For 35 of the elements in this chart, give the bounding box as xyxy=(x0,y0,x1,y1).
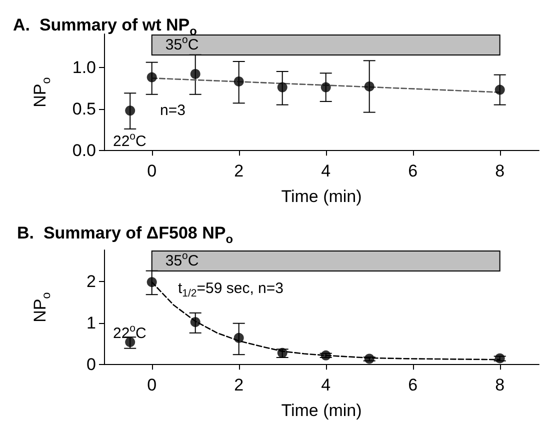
point xyxy=(364,354,374,364)
point xyxy=(125,106,136,116)
x-tick-label: 8 xyxy=(495,376,505,395)
x-tick-label: 2 xyxy=(234,376,244,395)
point xyxy=(320,350,331,360)
point xyxy=(320,82,331,92)
y-tick-label: 0 xyxy=(86,355,96,374)
y-tick-label: 0.0 xyxy=(72,141,96,160)
point xyxy=(146,72,157,82)
x-axis-title: Time (min) xyxy=(281,401,362,420)
x-axis-title: Time (min) xyxy=(281,187,362,206)
x-tick-label: 0 xyxy=(147,376,157,395)
y-axis-title: NPo xyxy=(30,76,53,108)
x-tick-label: 2 xyxy=(234,162,244,181)
x-tick-label: 0 xyxy=(147,162,157,181)
x-tick-label: 6 xyxy=(408,376,418,395)
y-tick-label: 2 xyxy=(86,272,96,291)
point xyxy=(234,332,244,343)
y-tick-label: 0.5 xyxy=(72,99,96,118)
y-tick-label: 1 xyxy=(86,313,96,332)
x-tick-label: 4 xyxy=(321,376,331,395)
point xyxy=(277,82,288,92)
x-tick-label: 8 xyxy=(495,162,505,181)
x-tick-label: 4 xyxy=(321,162,331,181)
y-tick-label: 1.0 xyxy=(72,58,96,77)
point xyxy=(234,76,244,86)
point xyxy=(190,317,200,328)
annotation: n=3 xyxy=(160,102,186,119)
point xyxy=(364,81,374,92)
point xyxy=(190,68,200,79)
point xyxy=(146,277,157,288)
y-axis-title: NPo xyxy=(30,292,53,322)
point xyxy=(494,353,505,364)
point xyxy=(494,84,505,95)
x-tick-label: 6 xyxy=(408,162,418,181)
